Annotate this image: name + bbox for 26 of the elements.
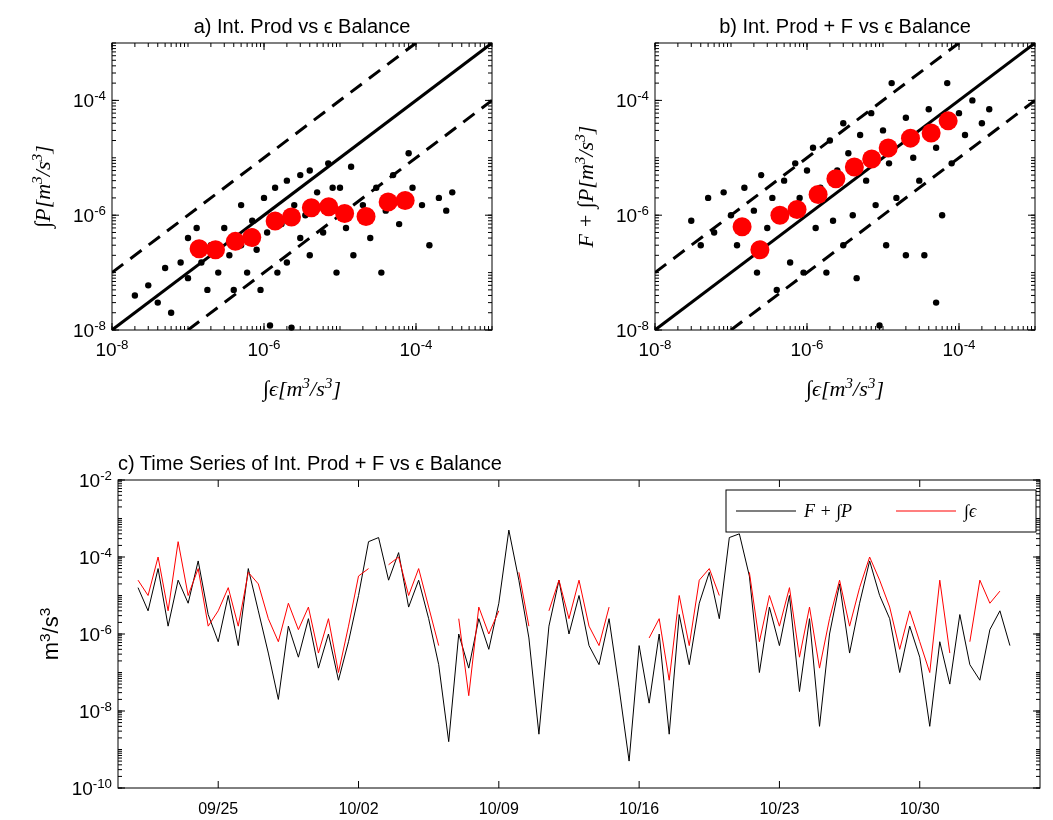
x-tick-label: 10/09 <box>478 800 519 817</box>
x-tick-label: 10$^{-4}$ <box>942 336 976 360</box>
y-tick-label: 10$^{-6}$ <box>616 202 649 227</box>
x-tick-label: 09/25 <box>198 800 239 817</box>
chart-title: b) Int. Prod + F vs ϵ Balance <box>719 15 971 37</box>
legend-label: F + ∫P <box>803 501 853 522</box>
y-tick-label: 10$^{-6}$ <box>73 202 106 227</box>
x-tick-label: 10$^{-4}$ <box>399 336 433 360</box>
y-tick-label: 10$^{-6}$ <box>79 621 112 645</box>
x-tick-label: 10$^{-6}$ <box>790 336 824 360</box>
y-tick-label: 10$^{-8}$ <box>79 698 112 722</box>
x-tick-label: 10/16 <box>619 800 660 817</box>
legend-label: ∫ϵ <box>963 501 977 522</box>
x-axis-title: ∫ϵ[m$^{3}$/s$^{3}$] <box>804 373 884 402</box>
y-tick-label: 10$^{-4}$ <box>79 544 112 568</box>
chart-title: a) Int. Prod vs ϵ Balance <box>193 15 411 37</box>
y-tick-label: 10$^{-4}$ <box>73 87 106 112</box>
y-tick-label: 10$^{-10}$ <box>71 775 112 799</box>
chart-title: c) Time Series of Int. Prod + F vs ϵ Balance <box>118 452 502 474</box>
x-tick-label: 10/30 <box>899 800 940 817</box>
x-axis-title: ∫ϵ[m$^{3}$/s$^{3}$] <box>261 373 341 402</box>
x-tick-label: 10/23 <box>759 800 800 817</box>
x-tick-label: 10$^{-6}$ <box>247 336 281 360</box>
y-tick-label: 10$^{-4}$ <box>616 87 649 112</box>
x-tick-label: 10/02 <box>338 800 379 817</box>
y-tick-label: 10$^{-2}$ <box>79 467 112 491</box>
